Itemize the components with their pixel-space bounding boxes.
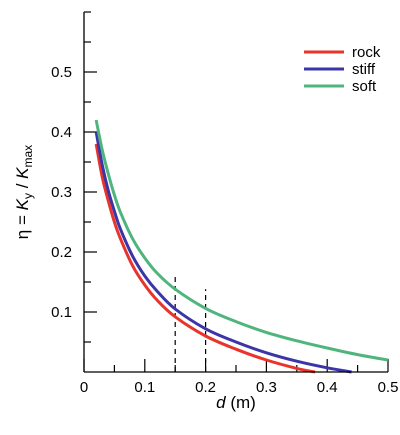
x-axis-variable: d bbox=[216, 393, 226, 412]
series-line-stiff bbox=[94, 131, 352, 374]
y-tick-label: 0.5 bbox=[51, 64, 72, 81]
x-tick-label: 0 bbox=[80, 379, 88, 396]
y-tick-label: 0.4 bbox=[51, 124, 72, 141]
y-axis-label-k1: K bbox=[13, 198, 32, 210]
y-tick-label: 0.1 bbox=[51, 304, 72, 321]
x-tick-label: 0.2 bbox=[195, 379, 216, 396]
x-tick-label: 0.3 bbox=[256, 379, 277, 396]
legend-label-soft: soft bbox=[352, 78, 377, 95]
reference-lines bbox=[174, 273, 207, 372]
y-axis-label-sub1: y bbox=[21, 193, 35, 199]
y-axis-label-k2: K bbox=[13, 167, 32, 179]
y-axis-label-slash: / bbox=[13, 179, 32, 193]
legend-label-rock: rock bbox=[352, 44, 381, 61]
series-line-soft bbox=[94, 119, 389, 362]
x-axis-unit: (m) bbox=[226, 393, 256, 412]
series-line-rock bbox=[94, 143, 316, 374]
y-axis-label-sub2: max bbox=[21, 145, 35, 168]
y-axis-label: η = Ky / Kmax bbox=[13, 145, 35, 239]
x-tick-label: 0.1 bbox=[134, 379, 155, 396]
x-tick-label: 0.4 bbox=[317, 379, 338, 396]
legend-label-stiff: stiff bbox=[352, 61, 376, 78]
y-tick-label: 0.3 bbox=[51, 184, 72, 201]
x-axis-label: d (m) bbox=[216, 393, 256, 412]
y-axis-label-eta: η = bbox=[13, 210, 32, 239]
y-tick-label: 0.2 bbox=[51, 244, 72, 261]
ticks-layer: 0 0.1 0.2 0.3 0.4 0.5 0.1 0.2 0.3 0.4 0.5 bbox=[51, 11, 399, 396]
series-layer bbox=[94, 119, 389, 374]
x-tick-label: 0.5 bbox=[378, 379, 399, 396]
